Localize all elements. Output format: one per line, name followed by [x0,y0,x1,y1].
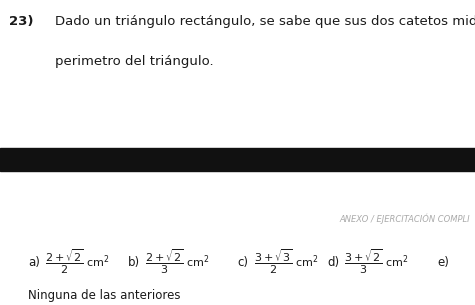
Text: $\dfrac{2+\sqrt{2}}{2}$ cm$^2$: $\dfrac{2+\sqrt{2}}{2}$ cm$^2$ [45,248,110,276]
Bar [0,148,475,171]
Text: c): c) [238,256,248,269]
Text: perimetro del triángulo.: perimetro del triángulo. [55,55,213,68]
Text: 23): 23) [10,15,34,28]
Text: Ninguna de las anteriores: Ninguna de las anteriores [28,289,181,302]
Text: ANEXO / EJERCITACIÓN COMPLI: ANEXO / EJERCITACIÓN COMPLI [340,214,470,224]
Text: e): e) [437,256,449,269]
Text: b): b) [128,256,141,269]
Text: Dado un triángulo rectángulo, se sabe que sus dos catetos miden 1/3 cm. Calcular: Dado un triángulo rectángulo, se sabe qu… [55,15,475,28]
Text: a): a) [28,256,40,269]
Text: $\dfrac{3+\sqrt{3}}{2}$ cm$^2$: $\dfrac{3+\sqrt{3}}{2}$ cm$^2$ [254,248,319,276]
Text: $\dfrac{3+\sqrt{2}}{3}$ cm$^2$: $\dfrac{3+\sqrt{2}}{3}$ cm$^2$ [344,248,409,276]
Text: $\dfrac{2+\sqrt{2}}{3}$ cm$^2$: $\dfrac{2+\sqrt{2}}{3}$ cm$^2$ [145,248,209,276]
Text: d): d) [328,256,340,269]
